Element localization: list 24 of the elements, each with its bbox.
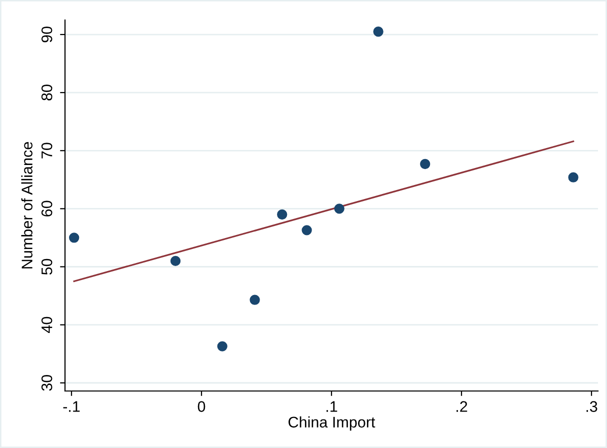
x-tick-label: -.1 [63,401,80,412]
x-axis-title: China Import [288,416,376,431]
x-tick-label: .2 [456,401,468,412]
point [250,294,260,305]
point [420,158,430,170]
y-tick-label: 50 [41,258,52,275]
y-axis-title: Number of Alliance [21,142,32,268]
y-tick-label: 80 [41,84,52,100]
y-tick-label: 90 [41,26,52,42]
point [568,172,578,182]
y-tick-label: 40 [41,316,52,333]
x-tick-label: 0 [198,401,206,412]
point [334,204,344,214]
point [69,232,80,243]
y-tick-label: 60 [41,200,52,216]
point [302,225,312,236]
point [373,26,384,37]
point [217,341,228,352]
y-tick-label: 70 [41,142,52,158]
point [277,209,288,220]
y-tick-label: 30 [41,374,52,391]
x-tick-label: .1 [326,401,338,412]
point [170,256,181,266]
x-tick-label: .3 [586,401,598,412]
